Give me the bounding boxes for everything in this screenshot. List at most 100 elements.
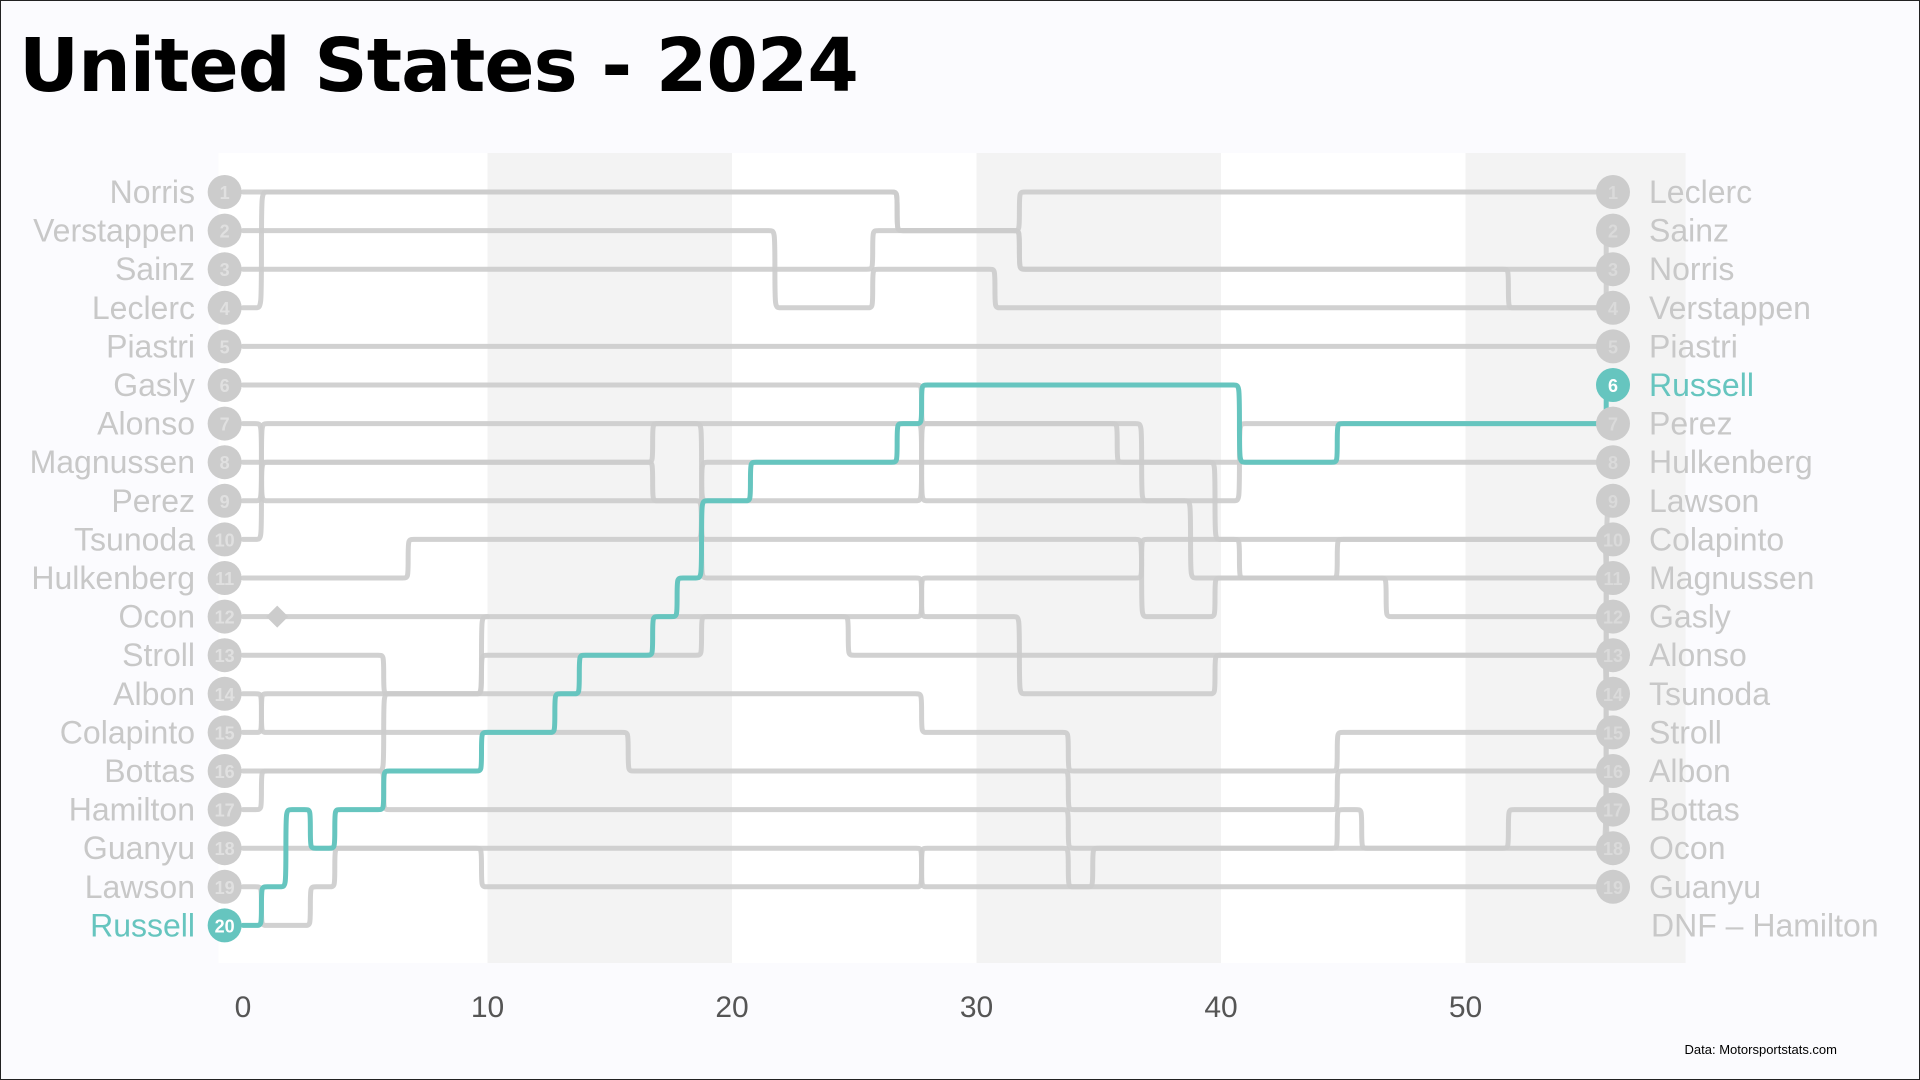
- start-driver-label: Sainz: [115, 251, 195, 287]
- finish-driver-label: Piastri: [1649, 328, 1738, 364]
- finish-position-number: 11: [1603, 569, 1622, 589]
- finish-position-number: 16: [1603, 762, 1623, 782]
- start-position-number: 2: [220, 222, 230, 242]
- start-position-number: 20: [215, 916, 235, 936]
- finish-position-number: 15: [1603, 723, 1623, 743]
- series-line-hulkenberg: [240, 459, 1615, 581]
- finish-driver-label: Colapinto: [1649, 521, 1784, 557]
- finish-position-number: 1: [1608, 183, 1618, 203]
- finish-driver-label: Bottas: [1649, 792, 1740, 828]
- start-marker-guanyu: [207, 831, 242, 866]
- grid-band: [1465, 153, 1686, 963]
- start-driver-label: Bottas: [104, 753, 195, 789]
- finish-marker-verstappen: [1596, 290, 1630, 325]
- start-driver-label: Stroll: [122, 637, 195, 673]
- data-source: Data: Motorsportstats.com: [1684, 1042, 1837, 1057]
- start-driver-label: Perez: [111, 483, 195, 519]
- x-tick-label: 0: [235, 991, 252, 1024]
- start-driver-label: Gasly: [113, 367, 195, 403]
- finish-marker-colapinto: [1596, 522, 1630, 557]
- finish-marker-norris: [1596, 252, 1630, 287]
- finish-driver-label: Russell: [1649, 367, 1754, 403]
- start-position-number: 11: [215, 569, 234, 589]
- start-marker-tsunoda: [207, 522, 242, 557]
- finish-marker-guanyu: [1596, 869, 1630, 904]
- start-marker-piastri: [207, 329, 242, 364]
- finish-position-number: 17: [1603, 801, 1623, 821]
- start-position-number: 6: [220, 376, 230, 396]
- start-marker-hulkenberg: [207, 561, 242, 595]
- finish-position-number: 14: [1603, 685, 1623, 705]
- series-line-bottas: [240, 768, 1615, 851]
- grid-band: [487, 153, 732, 963]
- start-driver-label: Norris: [110, 174, 195, 210]
- start-position-number: 7: [220, 415, 230, 435]
- start-position-number: 15: [215, 723, 235, 743]
- series-line-alonso: [240, 421, 1615, 697]
- finish-position-number: 2: [1608, 222, 1618, 242]
- series-line-magnussen: [240, 459, 1615, 620]
- finish-driver-label: Stroll: [1649, 714, 1722, 750]
- start-marker-perez: [207, 483, 242, 518]
- start-marker-ocon: [207, 599, 242, 634]
- finish-driver-label: Albon: [1649, 753, 1731, 789]
- start-position-number: 18: [215, 839, 235, 859]
- finish-marker-piastri: [1596, 329, 1630, 364]
- start-driver-label: Ocon: [119, 599, 195, 635]
- x-tick-label: 50: [1449, 991, 1482, 1024]
- finish-marker-ocon: [1596, 831, 1630, 866]
- series-line-colapinto: [240, 536, 1615, 735]
- start-position-number: 5: [220, 337, 230, 357]
- finish-driver-label: Verstappen: [1649, 290, 1811, 326]
- finish-marker-hulkenberg: [1596, 445, 1630, 480]
- finish-position-number: 19: [1603, 878, 1623, 898]
- start-position-number: 3: [220, 260, 230, 280]
- start-marker-gasly: [207, 368, 242, 402]
- grid-band: [976, 153, 1221, 963]
- start-marker-magnussen: [207, 445, 242, 480]
- start-driver-label: Magnussen: [30, 444, 195, 480]
- series-line-stroll: [240, 652, 1615, 774]
- start-position-number: 8: [220, 453, 230, 473]
- finish-marker-gasly: [1596, 599, 1630, 634]
- finish-position-number: 12: [1603, 608, 1623, 628]
- finish-position-number: 10: [1603, 530, 1623, 550]
- finish-marker-alonso: [1596, 638, 1630, 673]
- dnf-marker: [266, 605, 289, 628]
- finish-marker-perez: [1596, 406, 1630, 441]
- start-marker-verstappen: [207, 213, 242, 248]
- finish-marker-tsunoda: [1596, 676, 1630, 711]
- finish-driver-label: Guanyu: [1649, 869, 1761, 905]
- start-driver-label: Verstappen: [33, 213, 195, 249]
- x-tick-label: 30: [960, 991, 993, 1024]
- start-position-number: 19: [215, 878, 235, 898]
- series-line-albon: [240, 691, 1615, 813]
- series-line-russell: [240, 382, 1615, 928]
- finish-marker-stroll: [1596, 715, 1630, 750]
- dnf-label: DNF – Hamilton: [1651, 907, 1879, 943]
- start-driver-label: Albon: [113, 676, 195, 712]
- start-driver-label: Hamilton: [69, 792, 195, 828]
- finish-marker-magnussen: [1596, 561, 1630, 595]
- start-driver-label: Colapinto: [60, 714, 195, 750]
- series-line-guanyu: [240, 845, 1615, 890]
- start-position-number: 14: [215, 685, 235, 705]
- start-position-number: 4: [220, 299, 230, 319]
- finish-driver-label: Leclerc: [1649, 174, 1752, 210]
- start-position-number: 1: [220, 183, 230, 203]
- start-driver-label: Tsunoda: [74, 521, 195, 557]
- start-marker-albon: [207, 676, 242, 711]
- finish-driver-label: Alonso: [1649, 637, 1747, 673]
- start-marker-russell: [207, 908, 242, 943]
- start-marker-norris: [207, 175, 242, 209]
- x-tick-label: 20: [715, 991, 748, 1024]
- finish-marker-albon: [1596, 754, 1630, 788]
- finish-position-number: 13: [1603, 646, 1623, 666]
- finish-position-number: 6: [1608, 376, 1618, 396]
- series-line-verstappen: [240, 228, 1615, 311]
- start-marker-leclerc: [207, 290, 242, 325]
- finish-driver-label: Perez: [1649, 406, 1733, 442]
- series-line-hamilton: [240, 614, 490, 813]
- finish-position-number: 8: [1608, 453, 1618, 473]
